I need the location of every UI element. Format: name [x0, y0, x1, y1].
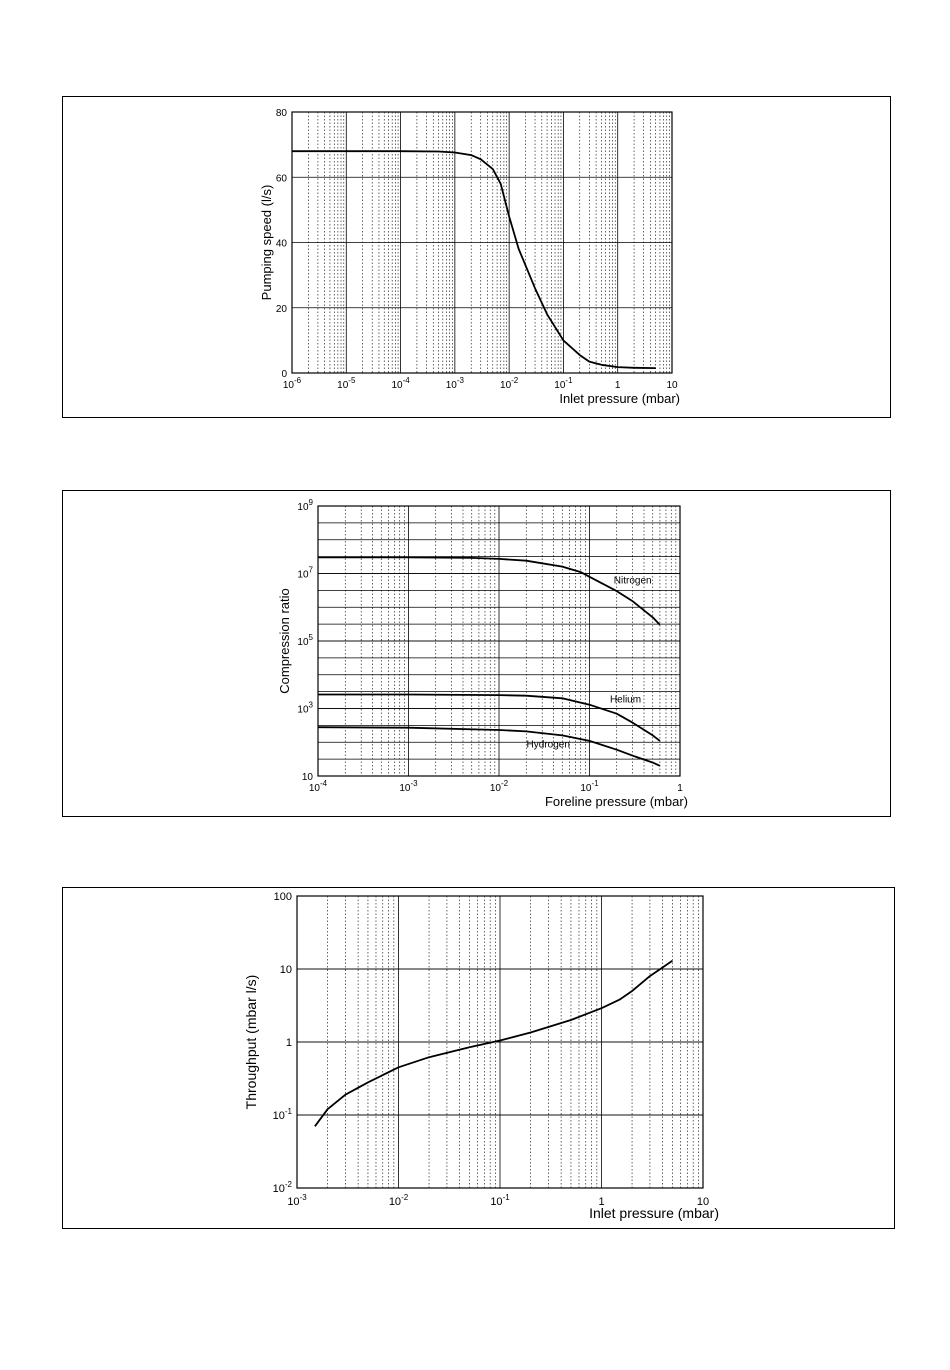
y-tick-label: 10 [302, 772, 314, 783]
x-tick-label: 10-2 [389, 1193, 409, 1208]
x-tick-label: 10-1 [490, 1193, 510, 1208]
x-tick-label: 10-3 [446, 376, 465, 391]
x-tick-label: 10-6 [283, 376, 302, 391]
plot-frame [291, 111, 673, 374]
y-axis-label: Pumping speed (l/s) [259, 185, 274, 301]
compression-ratio-panel: 10-4 10-3 10-2 10-1 1 10 103 105 107 109 Foreline … [62, 490, 891, 817]
x-tick-label: 10-2 [500, 376, 519, 391]
pumping-speed-chart: 10-6 10-5 10-4 10-3 10-2 10-1 1 10 0 20 40 60 80 Inle… [259, 108, 680, 406]
x-tick-label: 10-4 [309, 779, 328, 794]
y-tick-label: 80 [276, 108, 288, 119]
y-tick-label: 60 [276, 173, 288, 184]
y-tick-label: 10-2 [273, 1180, 293, 1195]
x-tick-label: 10 [666, 380, 678, 391]
series-line-hydrogen [317, 726, 661, 767]
throughput-panel: 10-3 10-2 10-1 1 10 10-2 10-1 1 10 100 Inlet press… [62, 887, 895, 1229]
series-label-hydrogen: Hydrogen [527, 739, 570, 750]
y-axis-label: Compression ratio [277, 588, 292, 694]
x-axis-label: Foreline pressure (mbar) [545, 794, 688, 809]
y-tick-label: 10 [280, 964, 292, 976]
x-tick-label: 1 [677, 783, 683, 794]
y-tick-label: 103 [297, 701, 313, 716]
x-tick-label: 10-4 [391, 376, 410, 391]
y-tick-label: 0 [281, 369, 287, 380]
plot-frame [317, 505, 681, 777]
y-tick-label: 105 [297, 633, 313, 648]
y-tick-label: 1 [286, 1037, 292, 1049]
y-tick-label: 20 [276, 304, 288, 315]
pumping-speed-panel: 10-6 10-5 10-4 10-3 10-2 10-1 1 10 0 20 40 60 80 Inle… [62, 96, 891, 418]
plot-frame [296, 895, 704, 1189]
x-axis-label: Inlet pressure (mbar) [589, 1205, 719, 1221]
x-tick-label: 10-3 [287, 1193, 307, 1208]
series-label-helium: Helium [610, 695, 641, 706]
x-tick-label: 10 [697, 1196, 709, 1208]
y-tick-label: 10-1 [273, 1107, 293, 1122]
x-tick-label: 10-3 [399, 779, 418, 794]
x-tick-label: 1 [615, 380, 621, 391]
x-tick-label: 1 [598, 1196, 604, 1208]
y-axis-label: Throughput (mbar l/s) [243, 975, 259, 1110]
series-line-0 [292, 150, 656, 369]
x-tick-label: 10-1 [554, 376, 573, 391]
x-axis-label: Inlet pressure (mbar) [559, 391, 680, 406]
series-line-nitrogen [318, 556, 661, 626]
series-label-nitrogen: Nitrogen [614, 576, 652, 587]
series-line-helium [318, 693, 661, 742]
x-tick-label: 10-1 [580, 779, 599, 794]
y-tick-label: 109 [297, 498, 313, 513]
compression-ratio-chart: 10-4 10-3 10-2 10-1 1 10 103 105 107 109 Foreline … [277, 498, 688, 809]
y-tick-label: 40 [276, 239, 288, 250]
x-tick-label: 10-5 [337, 376, 356, 391]
y-tick-label: 107 [297, 566, 313, 581]
y-tick-label: 100 [274, 891, 292, 903]
series-line-0 [314, 959, 673, 1127]
x-tick-label: 10-2 [490, 779, 509, 794]
